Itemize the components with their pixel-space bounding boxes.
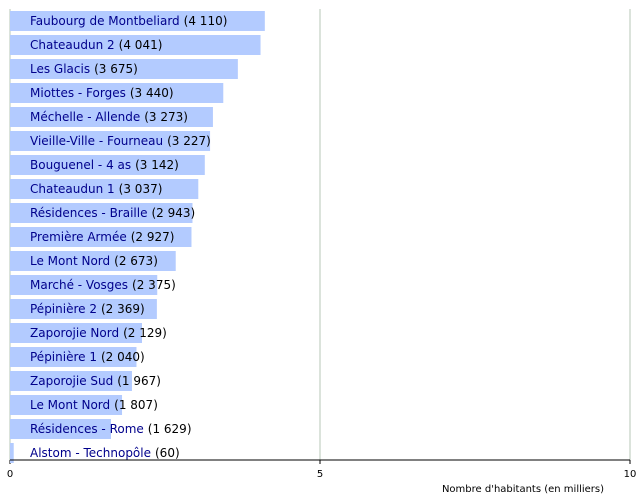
bar <box>10 179 199 199</box>
category-link[interactable]: Pépinière 1 <box>30 350 97 364</box>
value-label: (2 129) <box>123 326 167 340</box>
category-link[interactable]: Faubourg de Montbeliard <box>30 14 180 28</box>
category-link[interactable]: Chateaudun 2 <box>30 38 115 52</box>
category-link[interactable]: Pépinière 2 <box>30 302 97 316</box>
bar-label: Le Mont Nord (2 673) <box>30 254 158 268</box>
value-label: (3 675) <box>94 62 138 76</box>
category-link[interactable]: Bouguenel - 4 as <box>30 158 131 172</box>
bar-label: Résidences - Braille (2 943) <box>30 206 195 220</box>
value-label: (1 807) <box>114 398 158 412</box>
value-label: (1 967) <box>117 374 161 388</box>
category-link[interactable]: Chateaudun 1 <box>30 182 115 196</box>
category-link[interactable]: Zaporojie Nord <box>30 326 119 340</box>
bar-label: Miottes - Forges (3 440) <box>30 86 174 100</box>
bar-label: Pépinière 2 (2 369) <box>30 302 145 316</box>
value-label: (2 927) <box>131 230 175 244</box>
bar <box>10 83 224 103</box>
value-label: (2 375) <box>132 278 176 292</box>
category-link[interactable]: Vieille-Ville - Fourneau <box>30 134 163 148</box>
bar <box>10 203 193 223</box>
bar <box>10 395 123 415</box>
bar-label: Vieille-Ville - Fourneau (3 227) <box>30 134 211 148</box>
bar <box>10 227 192 247</box>
bar <box>10 347 137 367</box>
bar <box>10 131 211 151</box>
bar <box>10 443 14 463</box>
category-link[interactable]: Marché - Vosges <box>30 278 128 292</box>
bar <box>10 275 158 295</box>
category-link[interactable]: Résidences - Rome <box>30 422 144 436</box>
value-label: (2 369) <box>101 302 145 316</box>
category-link[interactable]: Miottes - Forges <box>30 86 126 100</box>
bar-label: Méchelle - Allende (3 273) <box>30 110 188 124</box>
bar-label: Alstom - Technopôle (60) <box>30 446 180 460</box>
bar <box>10 299 157 319</box>
value-label: (3 037) <box>119 182 163 196</box>
x-tick-label: 5 <box>317 469 323 480</box>
bar-label: Chateaudun 2 (4 041) <box>30 38 162 52</box>
bar <box>10 155 205 175</box>
bar-label: Première Armée (2 927) <box>30 230 174 244</box>
bar-label: Zaporojie Sud (1 967) <box>30 374 161 388</box>
bar-label: Chateaudun 1 (3 037) <box>30 182 162 196</box>
x-tick-label: 10 <box>624 469 637 480</box>
value-label: (4 110) <box>184 14 228 28</box>
bar <box>10 419 111 439</box>
bar <box>10 35 261 55</box>
value-label: (3 227) <box>167 134 211 148</box>
bar-label: Résidences - Rome (1 629) <box>30 422 192 436</box>
bar <box>10 323 142 343</box>
bar-label: Bouguenel - 4 as (3 142) <box>30 158 179 172</box>
value-label: (2 040) <box>101 350 145 364</box>
value-label: (3 440) <box>130 86 174 100</box>
bar-label: Faubourg de Montbeliard (4 110) <box>30 14 227 28</box>
bar <box>10 371 132 391</box>
category-link[interactable]: Le Mont Nord <box>30 254 110 268</box>
category-link[interactable]: Méchelle - Allende <box>30 110 140 124</box>
value-label: (1 629) <box>148 422 192 436</box>
value-label: (2 673) <box>114 254 158 268</box>
value-label: (2 943) <box>151 206 195 220</box>
bar <box>10 11 265 31</box>
category-link[interactable]: Zaporojie Sud <box>30 374 113 388</box>
bar-label: Pépinière 1 (2 040) <box>30 350 145 364</box>
category-link[interactable]: Les Glacis <box>30 62 90 76</box>
category-link[interactable]: Première Armée <box>30 230 127 244</box>
bar-label: Zaporojie Nord (2 129) <box>30 326 167 340</box>
category-link[interactable]: Alstom - Technopôle <box>30 446 151 460</box>
bar <box>10 59 238 79</box>
value-label: (4 041) <box>119 38 163 52</box>
bar-label: Le Mont Nord (1 807) <box>30 398 158 412</box>
x-tick-label: 0 <box>7 469 13 480</box>
category-link[interactable]: Résidences - Braille <box>30 206 147 220</box>
category-link[interactable]: Le Mont Nord <box>30 398 110 412</box>
bar-label: Les Glacis (3 675) <box>30 62 138 76</box>
bar-label: Marché - Vosges (2 375) <box>30 278 176 292</box>
bar <box>10 251 176 271</box>
value-label: (60) <box>155 446 180 460</box>
bar <box>10 107 213 127</box>
x-axis-label: Nombre d'habitants (en milliers) <box>442 484 604 495</box>
value-label: (3 142) <box>135 158 179 172</box>
value-label: (3 273) <box>144 110 188 124</box>
